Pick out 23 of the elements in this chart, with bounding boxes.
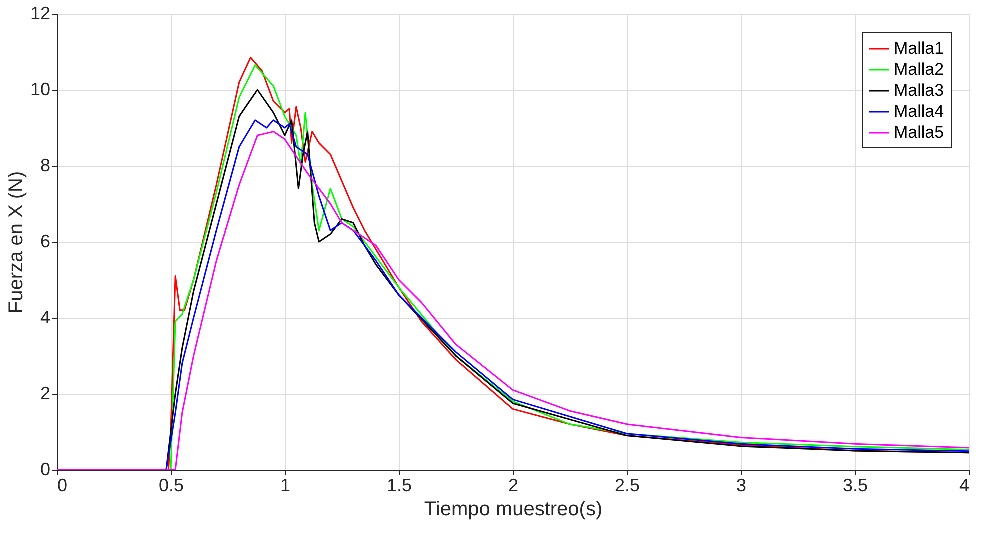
legend-label: Malla3 <box>894 81 944 100</box>
legend-label: Malla1 <box>894 39 944 58</box>
legend-label: Malla4 <box>894 102 944 121</box>
x-tick-label: 0 <box>58 476 68 496</box>
y-tick-label: 2 <box>40 384 50 404</box>
y-tick-label: 4 <box>40 308 50 328</box>
legend-label: Malla2 <box>894 60 944 79</box>
legend-label: Malla5 <box>894 123 944 142</box>
y-tick-label: 12 <box>30 4 50 24</box>
x-tick-label: 2.5 <box>614 476 640 496</box>
x-tick-label: 3 <box>736 476 747 496</box>
x-tick-label: 2 <box>508 476 519 496</box>
y-axis-title: Fuerza en X (N) <box>5 171 28 314</box>
y-tick-label: 8 <box>40 156 50 176</box>
y-tick-label: 10 <box>30 80 50 100</box>
x-tick-label: 1.5 <box>386 476 412 496</box>
x-tick-label: 1 <box>280 476 291 496</box>
x-axis-title: Tiempo muestreo(s) <box>424 498 603 520</box>
x-tick-label: 0.5 <box>158 476 184 496</box>
y-tick-label: 0 <box>40 460 50 480</box>
x-tick-label: 3.5 <box>842 476 868 496</box>
x-tick-label: 4 <box>959 476 970 496</box>
y-tick-label: 6 <box>40 232 50 252</box>
